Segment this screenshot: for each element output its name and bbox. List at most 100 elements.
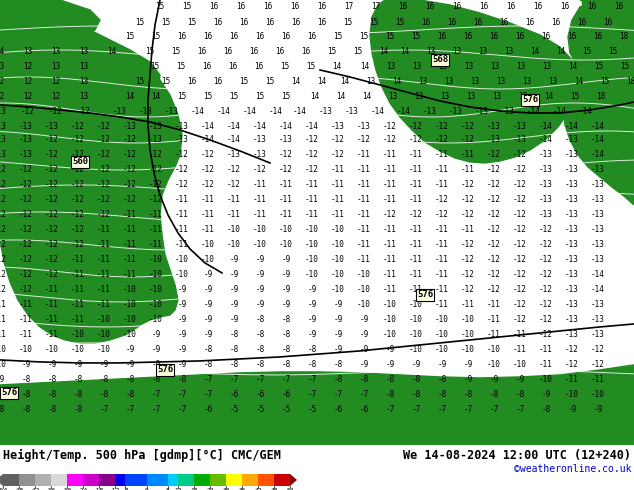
- Text: -11: -11: [123, 225, 137, 234]
- Text: 16: 16: [256, 32, 264, 42]
- Text: -14: -14: [243, 107, 257, 117]
- Text: 13: 13: [438, 63, 448, 72]
- Text: -9: -9: [230, 316, 238, 324]
- Text: -12: -12: [201, 180, 215, 190]
- Text: -12: -12: [149, 180, 163, 190]
- Text: -8: -8: [204, 361, 212, 369]
- Text: -8: -8: [385, 391, 394, 399]
- Text: 15: 15: [344, 19, 353, 27]
- Polygon shape: [290, 474, 297, 486]
- Text: -7: -7: [152, 405, 160, 415]
- Text: -13: -13: [501, 107, 515, 117]
- Text: -9: -9: [281, 255, 290, 265]
- Text: Height/Temp. 500 hPa [gdmp][°C] CMC/GEM: Height/Temp. 500 hPa [gdmp][°C] CMC/GEM: [3, 449, 281, 462]
- Text: 16: 16: [479, 2, 489, 11]
- Text: -12: -12: [0, 241, 7, 249]
- Text: 16: 16: [489, 32, 498, 42]
- Text: -13: -13: [539, 196, 553, 204]
- Bar: [274, 474, 290, 486]
- Text: -12: -12: [409, 122, 423, 131]
- Text: -12: -12: [435, 211, 449, 220]
- Text: -9: -9: [178, 300, 186, 310]
- Text: -9: -9: [178, 345, 186, 354]
- Text: -11: -11: [19, 316, 33, 324]
- Text: -13: -13: [139, 107, 153, 117]
- Text: -11: -11: [331, 180, 345, 190]
- Text: -7: -7: [307, 391, 316, 399]
- Text: -6: -6: [256, 391, 264, 399]
- Text: -12: -12: [357, 135, 371, 145]
- Text: -12: -12: [539, 300, 553, 310]
- Text: -13: -13: [175, 135, 189, 145]
- Text: 12: 12: [0, 77, 4, 87]
- Text: -13: -13: [565, 241, 579, 249]
- Text: -11: -11: [409, 180, 423, 190]
- Text: 15: 15: [171, 48, 181, 56]
- Text: 16: 16: [249, 48, 259, 56]
- Text: 15: 15: [621, 63, 630, 72]
- Text: 30: 30: [223, 489, 230, 490]
- Text: -12: -12: [383, 122, 397, 131]
- Text: -12: -12: [97, 135, 111, 145]
- Text: -12: -12: [513, 196, 527, 204]
- Text: -11: -11: [279, 211, 293, 220]
- Text: -10: -10: [461, 316, 475, 324]
- Text: -12: -12: [19, 180, 33, 190]
- Text: -14: -14: [591, 270, 605, 279]
- Text: -8: -8: [0, 391, 4, 399]
- Text: -12: -12: [487, 180, 501, 190]
- Text: -12: -12: [513, 211, 527, 220]
- Text: -12: -12: [123, 135, 137, 145]
- Text: -12: -12: [123, 166, 137, 174]
- Text: -11: -11: [461, 150, 475, 159]
- Text: 15: 15: [266, 77, 275, 87]
- Text: -13: -13: [513, 135, 527, 145]
- Text: 16: 16: [526, 19, 534, 27]
- Text: -6: -6: [204, 405, 212, 415]
- Text: -12: -12: [97, 122, 111, 131]
- Text: -14: -14: [539, 135, 553, 145]
- Text: -12: -12: [539, 330, 553, 340]
- Text: 15: 15: [162, 77, 171, 87]
- Text: -11: -11: [97, 270, 111, 279]
- Text: -10: -10: [461, 345, 475, 354]
- Text: -10: -10: [435, 330, 449, 340]
- Text: -5: -5: [281, 405, 290, 415]
- Text: -12: -12: [565, 361, 579, 369]
- Text: -11: -11: [461, 166, 475, 174]
- Text: -8: -8: [385, 375, 394, 385]
- Text: 16: 16: [604, 19, 612, 27]
- Text: -9: -9: [463, 375, 472, 385]
- Text: -11: -11: [435, 150, 449, 159]
- Text: 13: 13: [386, 63, 396, 72]
- Text: -8: -8: [333, 375, 342, 385]
- Text: -10: -10: [19, 345, 33, 354]
- Text: -10: -10: [305, 255, 319, 265]
- Text: -13: -13: [319, 107, 333, 117]
- Text: 13: 13: [444, 77, 453, 87]
- Text: -10: -10: [97, 345, 111, 354]
- Text: -12: -12: [175, 166, 189, 174]
- Text: -12: -12: [77, 107, 91, 117]
- Text: -8: -8: [100, 375, 108, 385]
- Text: -10: -10: [0, 345, 7, 354]
- Text: -11: -11: [45, 286, 59, 294]
- Text: -12: -12: [201, 166, 215, 174]
- Text: -13: -13: [591, 196, 605, 204]
- Text: -13: -13: [565, 135, 579, 145]
- Text: 15: 15: [152, 32, 160, 42]
- Text: -11: -11: [331, 211, 345, 220]
- Text: -10: -10: [331, 270, 345, 279]
- Text: -7: -7: [489, 405, 498, 415]
- Text: -7: -7: [100, 405, 108, 415]
- Text: -13: -13: [591, 211, 605, 220]
- Text: 15: 15: [281, 93, 290, 101]
- Text: -10: -10: [565, 391, 579, 399]
- Text: 15: 15: [162, 19, 171, 27]
- Text: -9: -9: [0, 375, 4, 385]
- Text: 17: 17: [372, 2, 380, 11]
- Text: -10: -10: [409, 345, 423, 354]
- Text: -10: -10: [487, 361, 501, 369]
- Text: -9: -9: [359, 330, 368, 340]
- Text: -12: -12: [109, 489, 120, 490]
